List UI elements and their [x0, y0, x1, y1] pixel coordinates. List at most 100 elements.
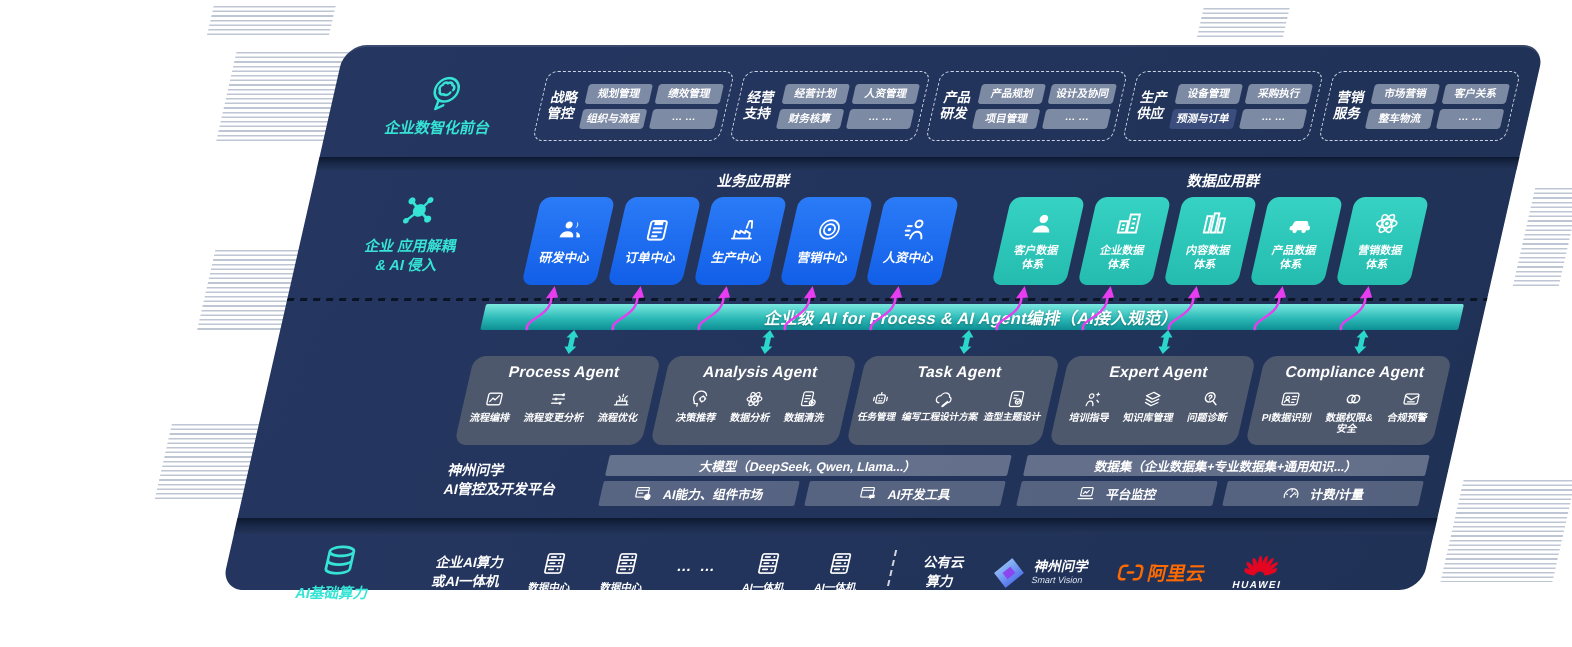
smartvision-diamond-icon: [994, 557, 1025, 588]
module-pill: 绩效管理: [654, 83, 724, 104]
dataset-column: 数据集（企业数据集+专业数据集+通用知识...） 平台监控 计费/计量: [1016, 454, 1430, 506]
layer-divider: [316, 157, 1520, 170]
app-box-marketing-center: 营销中心: [779, 197, 874, 331]
edge-stripes: [1512, 188, 1572, 286]
module-pill: 客户关系: [1441, 83, 1511, 104]
brain-head-icon: [429, 76, 462, 110]
module-pill: 预测与订单: [1168, 108, 1238, 129]
robot-icon: [872, 391, 890, 404]
module-pill: 设计及协同: [1048, 83, 1117, 104]
front-office-layer: 企业数智化前台 战略管控 规划管理 绩效管理 组织与流程 … … 经营支持 经营…: [333, 55, 1524, 157]
agent-capability: 决策推荐: [675, 389, 723, 425]
car-icon: [1287, 221, 1311, 234]
app-box-hr-center: 人资中心: [865, 197, 960, 331]
agent-title: Task Agent: [915, 363, 1004, 381]
edge-stripes: [1196, 8, 1290, 40]
atom-icon: [1373, 212, 1400, 236]
banner-label: 企业级 AI for Process & AI Agent编排（AI接入规范）: [762, 309, 1181, 328]
double-arrow-icon: [959, 329, 974, 354]
architecture-board: 企业数智化前台 战略管控 规划管理 绩效管理 组织与流程 … … 经营支持 经营…: [221, 45, 1545, 602]
group-title: 营销服务: [1332, 89, 1367, 121]
module-pill: 采购执行: [1244, 83, 1314, 104]
group-title: 生产供应: [1135, 89, 1170, 121]
smartvision-logo: 神州问学 Smart Vision: [988, 556, 1091, 590]
agent-title: Compliance Agent: [1283, 363, 1427, 381]
analysis-agent-card: Analysis Agent 决策推荐 数据分析 数据清洗: [650, 329, 858, 445]
double-arrow-icon: [1158, 329, 1173, 354]
building-icon: [1116, 213, 1141, 234]
datacenter-node: 数据中心: [526, 550, 578, 595]
agent-capability: 合规预警: [1383, 389, 1434, 436]
rings-icon: [1346, 393, 1362, 404]
cloud-edit-icon: [934, 391, 954, 408]
chart-box-icon: [485, 391, 503, 406]
gauge-icon: [1283, 487, 1300, 498]
group-strategy: 战略管控 规划管理 绩效管理 组织与流程 … …: [532, 71, 735, 141]
edge-stripes: [1440, 480, 1572, 582]
ellipsis-dots: … …: [674, 558, 720, 575]
ai-orchestration-banner: 企业级 AI for Process & AI Agent编排（AI接入规范）: [480, 303, 1465, 330]
content-bars-icon: [1202, 212, 1227, 234]
module-pill: 人资管理: [851, 83, 921, 104]
agent-capability: 问题诊断: [1186, 389, 1234, 425]
platform-layer: 神州问学 AI管控及开发平台 大模型（DeepSeek, Qwen, Llama…: [440, 454, 1430, 506]
double-arrow-icon: [760, 329, 775, 354]
data-group-title: 数据应用群: [1185, 174, 1262, 190]
huawei-petals-icon: [1242, 555, 1280, 575]
dashed-separator: [286, 298, 1488, 301]
dataset-bar: 数据集（企业数据集+专业数据集+通用知识...）: [1023, 454, 1430, 476]
huawei-logo: HUAWEI: [1231, 555, 1288, 591]
model-bar: 大模型（DeepSeek, Qwen, Llama...）: [605, 454, 1012, 476]
agent-capability: PI数据识别: [1258, 389, 1318, 436]
molecule-icon: [400, 195, 438, 225]
clipboard-icon: [645, 220, 668, 241]
data-app-group: 数据应用群 客户数据体系 企业数据体系: [991, 170, 1435, 331]
front-office-groups: 战略管控 规划管理 绩效管理 组织与流程 … … 经营支持 经营计划 人资管理 …: [532, 71, 1521, 141]
data-box-marketing: 营销数据体系: [1335, 197, 1430, 331]
compute-label: AI基础算力: [232, 543, 441, 603]
module-pill: 规划管理: [584, 83, 654, 104]
agent-title: Analysis Agent: [701, 363, 820, 381]
group-title: 战略管控: [545, 89, 580, 121]
double-arrow-icon: [1354, 329, 1369, 354]
factory-icon: [730, 220, 756, 240]
decouple-title: 企业 应用解耦 & AI 侵入: [359, 238, 459, 276]
platform-label: 神州问学 AI管控及开发平台: [442, 461, 609, 499]
head-gear-icon: [691, 389, 709, 407]
group-product-rd: 产品研发 产品规划 设计及协同 项目管理 … …: [925, 71, 1128, 141]
agent-capability: 数据权限&安全: [1321, 389, 1380, 436]
dashed-divider: [884, 549, 897, 596]
app-box-order-center: 订单中心: [607, 197, 702, 331]
aliyun-logo: 阿里云: [1114, 559, 1208, 586]
diagnose-icon: [1203, 391, 1220, 406]
agent-capability: 流程编排: [468, 389, 516, 425]
module-pill: 产品规划: [977, 83, 1047, 104]
doc-icon: [800, 390, 819, 406]
module-pill: 组织与流程: [578, 108, 648, 129]
app-box-rd-center: 研发中心: [521, 197, 616, 331]
monitor-icon: [1078, 486, 1097, 499]
hr-person-icon: [902, 219, 926, 240]
layer-divider: [233, 517, 1438, 534]
agent-capability: 数据清洗: [783, 389, 831, 425]
infrastructure-layer: AI基础算力 企业AI算力 或AI一体机 数据中心 数据中心 … …: [230, 534, 1416, 612]
design-card-icon: [1008, 390, 1025, 407]
agent-title: Process Agent: [507, 363, 622, 381]
module-pill: 经营计划: [781, 83, 851, 104]
agent-capability: 数据分析: [729, 389, 777, 425]
module-pill: 项目管理: [972, 108, 1041, 129]
decouple-line2: & AI 侵入: [373, 257, 439, 274]
platform-subtitle: AI管控及开发平台: [442, 481, 558, 497]
module-pill: … …: [1239, 108, 1308, 129]
target-icon: [816, 219, 842, 240]
people-icon: [559, 221, 583, 238]
app-box-production-center: 生产中心: [693, 197, 788, 331]
infra-title: AI基础算力: [293, 585, 370, 602]
module-pill: 市场营销: [1371, 83, 1440, 104]
training-icon: [1085, 390, 1103, 406]
group-marketing-service: 营销服务 市场营销 客户关系 整车物流 … …: [1318, 71, 1521, 141]
alert-mail-icon: [1403, 392, 1421, 405]
module-pill: … …: [1435, 108, 1505, 129]
business-group-title: 业务应用群: [715, 174, 792, 190]
